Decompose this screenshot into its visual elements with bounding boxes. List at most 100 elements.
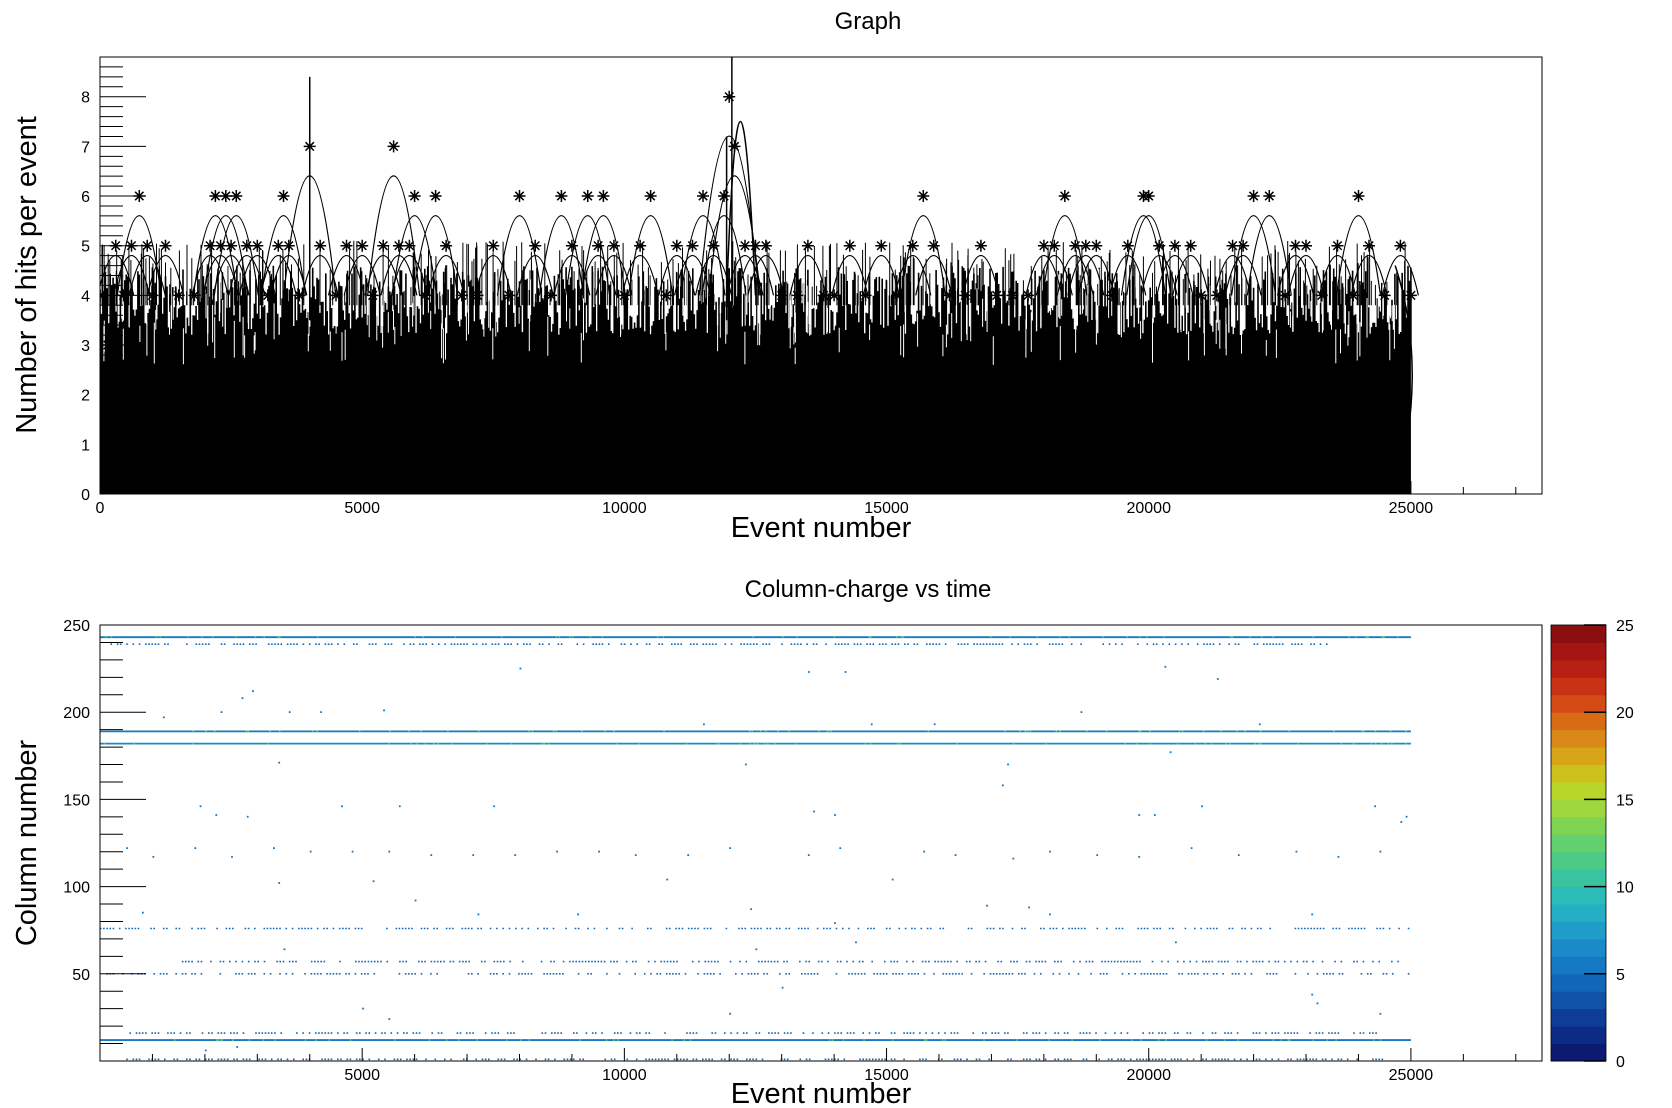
graph-arc [1246,215,1292,296]
heatmap-cell [1007,763,1009,766]
graph-point [487,239,500,252]
graph-point [1394,239,1407,252]
heatmap-cell [152,855,155,858]
graph-point [707,239,720,252]
graph-point [943,289,956,302]
colorbar-bin [1551,781,1606,800]
graph-y-tick-label: 8 [81,90,90,107]
heatmap-cell [598,850,600,853]
graph-arc [915,255,953,296]
heatmap-cell [1374,805,1377,808]
heatmap-x-tick-label: 25000 [1389,1067,1434,1084]
graph-arc [707,175,762,296]
graph-point [1090,239,1103,252]
heatmap-x-tick-label: 5000 [344,1067,380,1084]
heatmap-cell [1405,815,1408,818]
heatmap-cell [839,847,842,850]
heatmap-cell [1164,665,1167,668]
heatmap-cell [891,878,894,881]
column-charge-x-axis-title: Event number [731,1078,912,1108]
colorbar-bin [1551,1026,1606,1045]
heatmap-cell [1216,678,1219,680]
colorbar-bin [1551,659,1606,678]
heatmap-cell [634,854,637,857]
heatmap-cell [729,847,732,850]
colorbar-tick-label: 25 [1616,618,1634,635]
heatmap-y-tick-label: 250 [63,618,90,635]
graph-point [204,239,217,252]
graph-point [597,190,610,202]
graph-arc [238,255,276,296]
colorbar-frame [1550,624,1607,1062]
heatmap-cell [1001,784,1004,787]
colorbar-bin [1551,973,1606,992]
graph-point [775,289,788,302]
graph-arc [595,255,633,296]
graph-arc [1318,255,1357,296]
graph-arc [1276,255,1315,296]
colorbar-bin [1551,956,1606,975]
graph-x-tick-label: 0 [96,500,105,517]
graph-point [959,289,972,302]
heatmap-cell [204,1049,207,1052]
column-charge-x-axis: 5000 10000 15000 20000 25000 [151,1048,1517,1084]
graph-point [230,190,243,202]
heatmap-y-tick-label: 150 [63,792,90,809]
graph-arc [1231,215,1277,296]
graph-point [392,239,405,252]
heatmap-cell [362,1007,364,1010]
colorbar-tick-label: 5 [1616,967,1625,984]
colorbar-bin [1551,712,1606,731]
graph-y-axis: 0 1 2 3 4 5 6 7 8 [81,56,146,504]
heatmap-cell [430,854,433,857]
graph-arc [1381,255,1419,296]
graph-x-tick-label: 5000 [344,500,380,517]
graph-edge-arc [1394,265,1413,494]
colorbar-tick-label: 20 [1616,705,1634,722]
heatmap-cell [283,948,286,951]
graph-point [660,289,673,302]
heatmap-cell [215,814,218,816]
graph-point [261,289,274,302]
heatmap-cell [1153,814,1156,816]
heatmap-cell [220,711,223,713]
graph-point [440,239,453,252]
heatmap-cell [1169,751,1172,754]
graph-point [1263,190,1276,202]
heatmap-x-tick-label: 15000 [864,1067,909,1084]
heatmap-y-tick-label: 100 [63,880,90,897]
heatmap-cell [126,847,129,850]
heatmap-cell [514,854,517,857]
graph-x-axis: 0 5000 10000 15000 20000 25000 [96,481,1517,517]
colorbar-bin [1551,886,1606,905]
graph-title: Graph [835,8,902,35]
graph-point [723,90,736,103]
heatmap-cell [278,882,281,884]
colorbar-bin [1551,799,1606,818]
heatmap-cell [813,810,815,813]
heatmap-cell [870,723,873,726]
heatmap-cell [231,855,233,858]
graph-arc [516,255,554,296]
heatmap-cell [1049,850,1051,853]
graph-point [592,239,605,252]
graph-point [429,190,442,202]
colorbar-bin [1551,834,1606,853]
graph-x-tick-label: 25000 [1389,500,1434,517]
graph-point [1352,190,1365,202]
heatmap-cell [986,904,988,907]
graph-point [906,239,919,252]
graph-point [859,289,872,302]
heatmap-cell [1337,855,1340,858]
column-charge-title: Column-charge vs time [745,576,992,603]
graph-point [1247,190,1260,202]
graph-point [670,239,683,252]
heatmap-cell [141,911,144,914]
graph-point [225,239,238,252]
heatmap-cell [923,850,926,853]
colorbar-tick-label: 0 [1616,1054,1625,1071]
graph-point [1237,239,1250,252]
heatmap-cell [162,716,165,719]
graph-point [644,190,657,202]
